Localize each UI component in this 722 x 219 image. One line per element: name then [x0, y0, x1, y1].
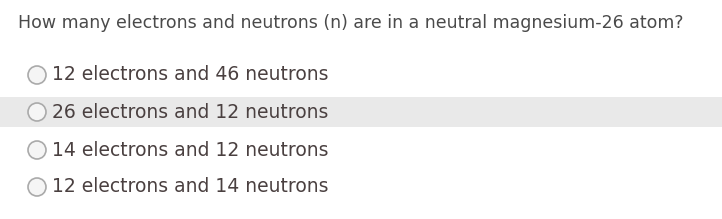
Text: How many electrons and neutrons (n) are in a neutral magnesium-26 atom?: How many electrons and neutrons (n) are …	[18, 14, 684, 32]
Circle shape	[28, 141, 46, 159]
Circle shape	[28, 103, 46, 121]
Bar	[0, 97, 722, 127]
Text: 14 electrons and 12 neutrons: 14 electrons and 12 neutrons	[52, 141, 329, 159]
Circle shape	[28, 66, 46, 84]
Text: 12 electrons and 46 neutrons: 12 electrons and 46 neutrons	[52, 65, 329, 85]
Text: 12 electrons and 14 neutrons: 12 electrons and 14 neutrons	[52, 178, 329, 196]
Circle shape	[28, 178, 46, 196]
Text: 26 electrons and 12 neutrons: 26 electrons and 12 neutrons	[52, 102, 329, 122]
